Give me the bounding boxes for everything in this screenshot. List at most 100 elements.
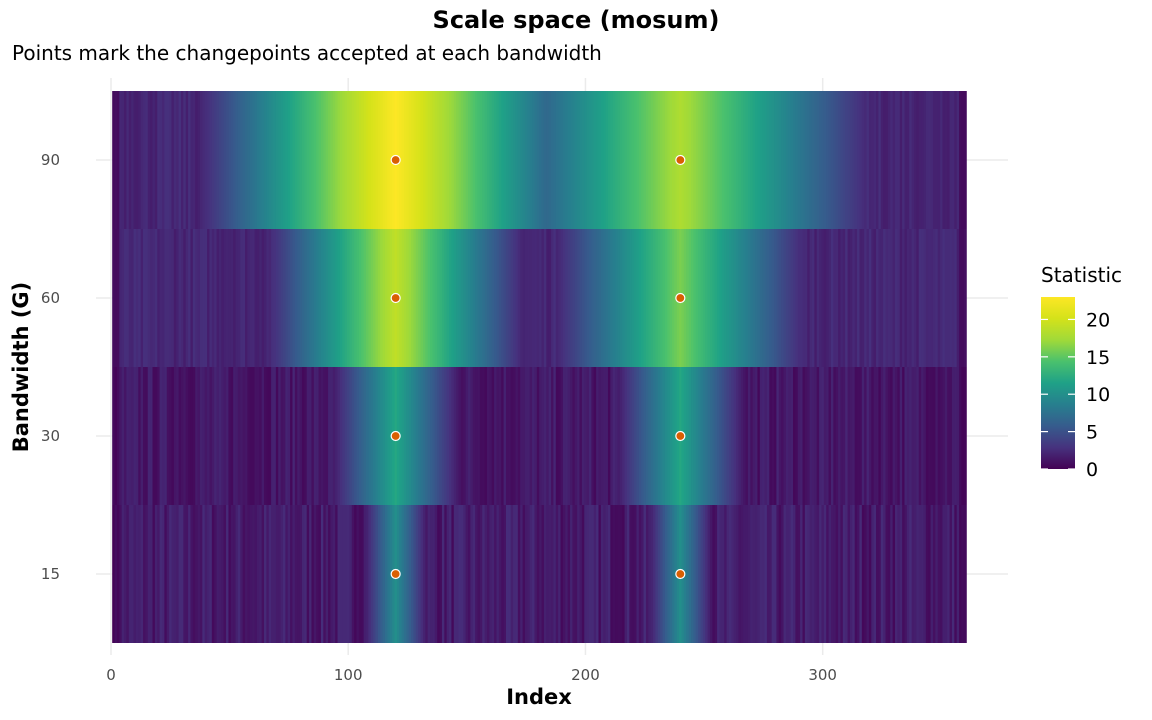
heatmap-cell <box>937 505 941 643</box>
y-tick-label: 30 <box>41 427 60 445</box>
heatmap-cell <box>190 91 194 229</box>
heatmap-cell <box>565 229 569 367</box>
legend-title: Statistic <box>1041 263 1122 287</box>
heatmap-cell <box>660 367 664 505</box>
heatmap-cell <box>382 505 386 643</box>
heatmap-cell <box>344 505 348 643</box>
heatmap-cell <box>878 91 882 229</box>
heatmap-cell <box>596 229 600 367</box>
heatmap-cell <box>209 367 213 505</box>
heatmap-cell <box>890 91 894 229</box>
heatmap-cell <box>788 505 792 643</box>
heatmap-cell <box>807 91 811 229</box>
heatmap-cell <box>776 91 780 229</box>
heatmap-cell <box>164 91 168 229</box>
heatmap-cell <box>309 505 313 643</box>
heatmap-cell <box>387 367 391 505</box>
heatmap-cell <box>259 91 263 229</box>
heatmap-cell <box>280 505 284 643</box>
heatmap-cell <box>306 91 310 229</box>
heatmap-cell <box>430 91 434 229</box>
heatmap-cell <box>446 91 450 229</box>
heatmap-cell <box>724 367 728 505</box>
heatmap-cell <box>484 367 488 505</box>
heatmap-cell <box>911 367 915 505</box>
heatmap-cell <box>816 367 820 505</box>
heatmap-cell <box>261 505 265 643</box>
heatmap-cell <box>180 91 184 229</box>
heatmap-cell <box>921 229 925 367</box>
heatmap-cell <box>804 91 808 229</box>
heatmap-cell <box>691 505 694 643</box>
heatmap-cell <box>503 505 507 643</box>
heatmap-cell <box>880 91 884 229</box>
heatmap-cell <box>581 505 585 643</box>
heatmap-cell <box>591 229 595 367</box>
heatmap-cell <box>586 229 590 367</box>
heatmap-cell <box>845 91 849 229</box>
heatmap-cell <box>532 505 536 643</box>
heatmap-cell <box>449 505 453 643</box>
heatmap-cell <box>228 91 232 229</box>
heatmap-cell <box>807 229 811 367</box>
heatmap-cell <box>126 367 130 505</box>
heatmap-cell <box>366 229 369 367</box>
heatmap-cell <box>197 505 201 643</box>
heatmap-cell <box>714 91 718 229</box>
heatmap-cell <box>536 505 540 643</box>
heatmap-cell <box>290 91 294 229</box>
heatmap-cell <box>301 229 305 367</box>
heatmap-cell <box>570 505 573 643</box>
heatmap-cell <box>323 505 327 643</box>
heatmap-cell <box>726 229 730 367</box>
heatmap-cell <box>904 91 908 229</box>
heatmap-cell <box>778 229 782 367</box>
heatmap-cell <box>691 367 694 505</box>
heatmap-cell <box>199 505 203 643</box>
heatmap-cell <box>358 229 362 367</box>
heatmap-cell <box>489 367 493 505</box>
heatmap-cell <box>422 91 426 229</box>
heatmap-cell <box>534 505 538 643</box>
legend-tick-label: 10 <box>1086 384 1110 406</box>
heatmap-cell <box>169 229 173 367</box>
heatmap-cell <box>157 505 161 643</box>
heatmap-cell <box>451 505 455 643</box>
heatmap-cell <box>171 505 175 643</box>
heatmap-cell <box>375 505 379 643</box>
heatmap-cell <box>524 229 528 367</box>
y-axis-ticks: 15 30 60 90 <box>41 151 60 583</box>
heatmap-cell <box>648 505 652 643</box>
heatmap-cell <box>221 91 225 229</box>
heatmap-cell <box>520 229 524 367</box>
colorbar-legend: Statistic 0 5 10 15 20 <box>1041 263 1122 481</box>
heatmap-cell <box>496 367 500 505</box>
heatmap-cell <box>489 229 493 367</box>
heatmap-cell <box>477 91 481 229</box>
heatmap-cell <box>240 229 244 367</box>
heatmap-cell <box>864 367 868 505</box>
heatmap-cell <box>491 229 495 367</box>
heatmap-cell <box>733 367 737 505</box>
heatmap-cell <box>358 367 362 505</box>
heatmap-cell <box>192 229 196 367</box>
heatmap-cell <box>702 91 706 229</box>
heatmap-cell <box>928 229 932 367</box>
heatmap-cell <box>176 505 180 643</box>
heatmap-cell <box>335 91 339 229</box>
heatmap-cell <box>778 505 782 643</box>
heatmap-cell <box>112 367 116 505</box>
heatmap-cell <box>382 91 386 229</box>
heatmap-cell <box>629 505 633 643</box>
heatmap-cell <box>216 367 220 505</box>
heatmap-cell <box>487 229 490 367</box>
heatmap-cell <box>667 367 671 505</box>
heatmap-cell <box>811 505 815 643</box>
heatmap-cell <box>228 229 232 367</box>
heatmap-cell <box>778 367 782 505</box>
heatmap-cell <box>581 91 585 229</box>
heatmap-cell <box>873 91 877 229</box>
heatmap-cell <box>532 229 536 367</box>
heatmap-cell <box>899 229 903 367</box>
heatmap-cell <box>427 505 431 643</box>
